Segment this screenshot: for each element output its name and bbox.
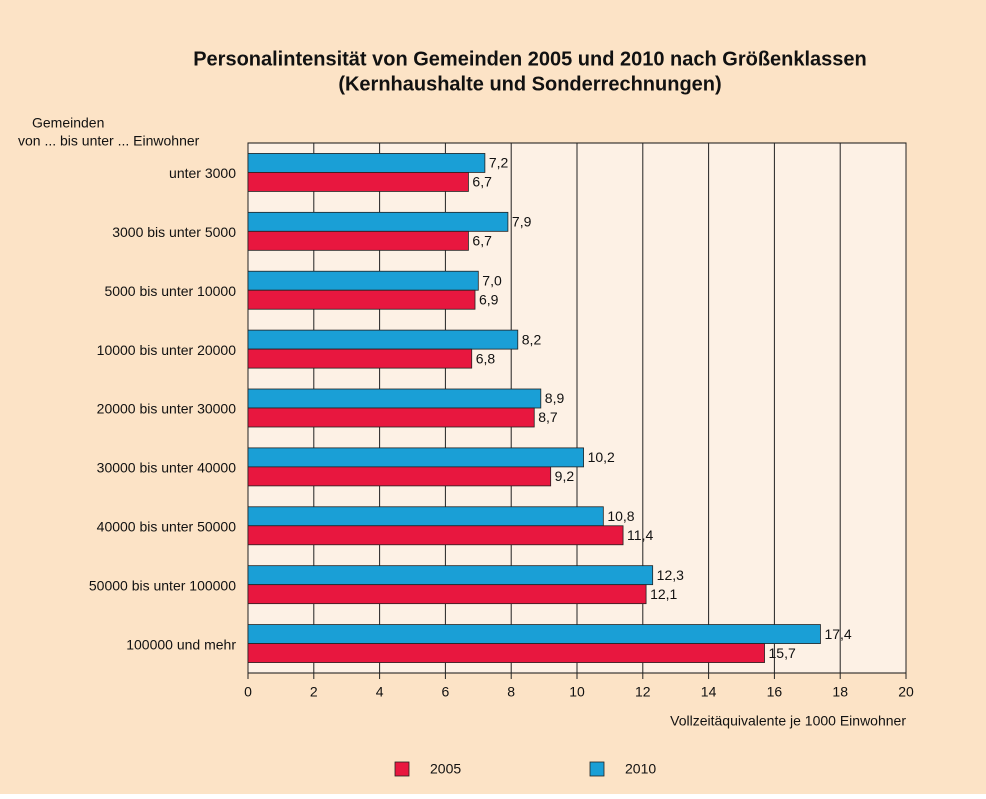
x-tick-label: 10 (569, 684, 585, 700)
legend-swatch (589, 761, 605, 777)
bar (247, 329, 519, 350)
data-label: 6,8 (476, 350, 496, 366)
data-label: 10,2 (588, 449, 615, 465)
y-tick-label: 50000 bis unter 100000 (89, 577, 236, 593)
data-label: 11,4 (627, 527, 653, 543)
bar (247, 172, 469, 192)
data-label: 12,1 (650, 586, 677, 602)
legend-label: 2005 (430, 761, 461, 777)
bar (247, 153, 486, 173)
bar (247, 565, 654, 586)
y-axis-label: Gemeinden (32, 115, 104, 131)
y-axis-label: von ... bis unter ... Einwohner (18, 133, 200, 149)
y-tick-label: 20000 bis unter 30000 (97, 401, 237, 417)
y-tick-label: unter 3000 (169, 165, 236, 181)
x-tick-label: 4 (376, 684, 384, 700)
data-label: 7,2 (489, 155, 509, 171)
legend-swatch (394, 761, 410, 777)
bar (247, 447, 584, 468)
data-label: 7,9 (512, 214, 532, 230)
y-tick-label: 40000 bis unter 50000 (97, 518, 237, 534)
bar (247, 506, 604, 527)
data-label: 7,0 (482, 272, 502, 288)
bar (247, 584, 647, 605)
bar (247, 466, 552, 487)
bar (247, 643, 765, 663)
bar (247, 407, 535, 428)
x-tick-label: 16 (767, 684, 783, 700)
x-tick-label: 8 (507, 684, 515, 700)
bar (247, 289, 476, 310)
x-tick-label: 20 (898, 684, 914, 700)
bar (247, 211, 509, 232)
y-tick-label: 30000 bis unter 40000 (97, 460, 237, 476)
bar (247, 270, 479, 291)
data-label: 8,7 (538, 409, 558, 425)
data-label: 10,8 (607, 508, 634, 524)
data-label: 17,4 (824, 626, 851, 642)
data-label: 6,7 (472, 174, 492, 190)
x-axis-label: Vollzeitäquivalente je 1000 Einwohner (670, 713, 906, 729)
x-tick-label: 6 (442, 684, 450, 700)
x-tick-label: 2 (310, 684, 318, 700)
x-tick-label: 12 (635, 684, 651, 700)
data-label: 6,7 (472, 233, 492, 249)
x-tick-label: 0 (244, 684, 252, 700)
legend-label: 2010 (625, 761, 656, 777)
data-label: 15,7 (769, 645, 796, 661)
bar (247, 525, 624, 546)
chart-subtitle: (Kernhaushalte und Sonderrechnungen) (338, 73, 721, 95)
x-tick-label: 18 (832, 684, 848, 700)
data-label: 6,9 (479, 291, 499, 307)
data-label: 8,2 (522, 331, 542, 347)
data-label: 9,2 (555, 468, 575, 484)
bar (247, 624, 821, 644)
bar (247, 348, 473, 369)
data-label: 12,3 (657, 567, 684, 583)
data-label: 8,9 (545, 390, 565, 406)
bar (247, 388, 542, 409)
y-tick-label: 3000 bis unter 5000 (112, 224, 236, 240)
chart-title: Personalintensität von Gemeinden 2005 un… (193, 48, 867, 70)
x-tick-label: 14 (701, 684, 717, 700)
bar (247, 230, 469, 251)
y-tick-label: 10000 bis unter 20000 (97, 342, 237, 358)
y-tick-label: 5000 bis unter 10000 (104, 283, 236, 299)
y-tick-label: 100000 und mehr (126, 636, 236, 652)
